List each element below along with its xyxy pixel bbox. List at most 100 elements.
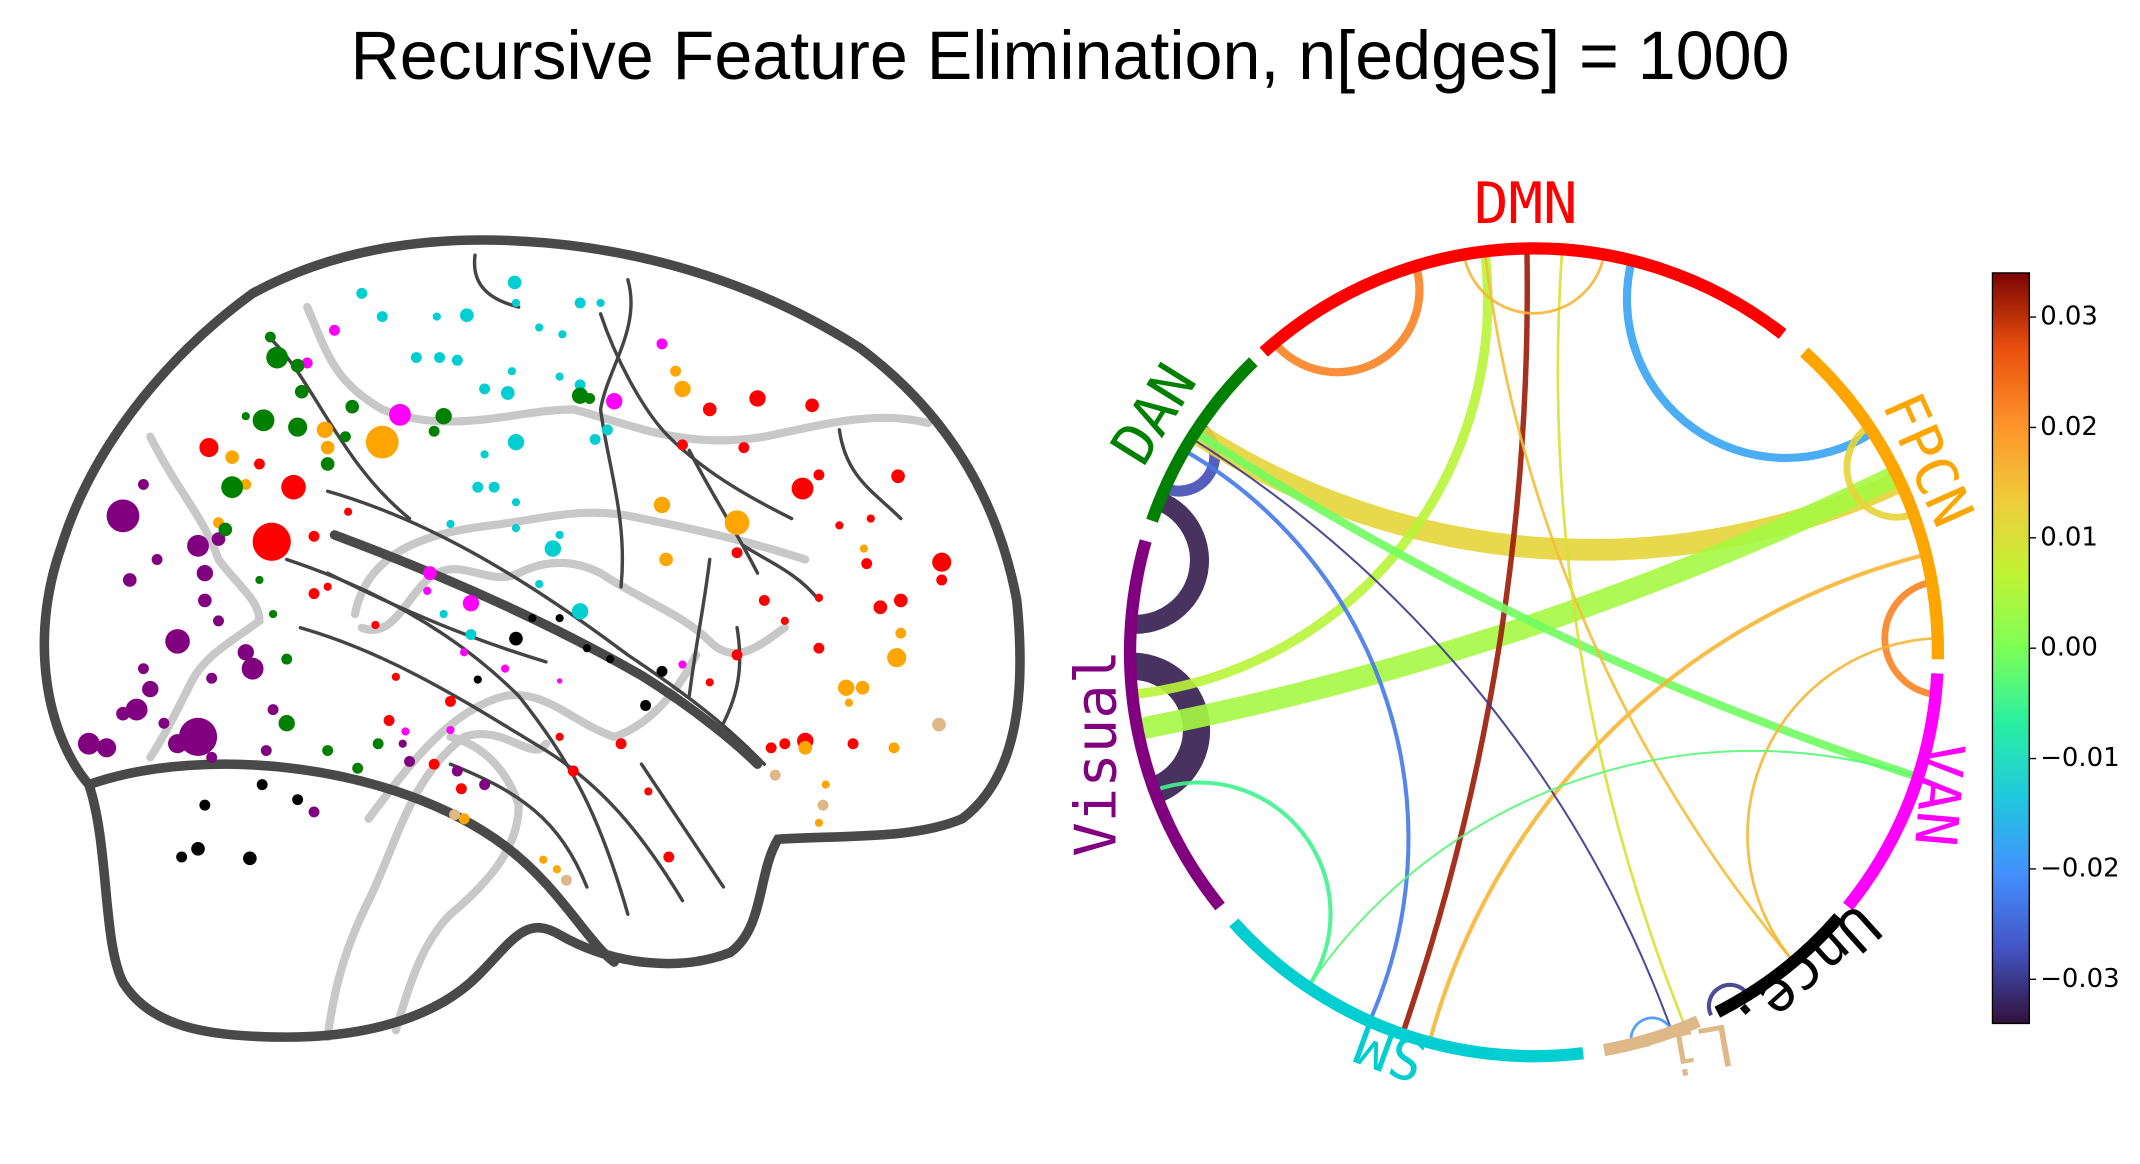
brain-node bbox=[391, 672, 400, 681]
chord-edge bbox=[1135, 465, 1902, 741]
chord-edge bbox=[1190, 437, 1674, 1033]
brain-node bbox=[765, 742, 777, 754]
brain-node bbox=[221, 476, 244, 499]
colorbar-fill bbox=[1991, 272, 2030, 1025]
chord-edge bbox=[1399, 248, 1530, 1036]
network-arc bbox=[1800, 347, 1944, 660]
brain-node bbox=[432, 312, 441, 321]
brain-node bbox=[428, 425, 440, 437]
brain-node bbox=[582, 644, 592, 653]
brain-node bbox=[446, 519, 455, 529]
brain-nodes bbox=[77, 275, 952, 886]
brain-node bbox=[320, 457, 335, 471]
brain-node bbox=[288, 417, 308, 437]
brain-node bbox=[571, 387, 589, 404]
brain-node bbox=[539, 855, 548, 864]
brain-node bbox=[241, 657, 264, 680]
brain-node bbox=[465, 629, 477, 640]
brain-node bbox=[615, 738, 627, 750]
brain-node bbox=[345, 399, 360, 414]
brain-node bbox=[749, 390, 766, 407]
brain-node bbox=[798, 740, 813, 755]
chord-edge bbox=[1307, 749, 1919, 988]
brain-node bbox=[458, 813, 470, 825]
brain-node bbox=[264, 331, 276, 343]
brain-node bbox=[116, 706, 130, 721]
brain-node bbox=[507, 433, 525, 451]
brain-node bbox=[472, 481, 484, 493]
brain-node bbox=[866, 514, 875, 523]
brain-node bbox=[670, 365, 682, 377]
brain-node bbox=[555, 732, 564, 741]
brain-node bbox=[606, 655, 615, 664]
brain-node bbox=[780, 616, 789, 625]
brain-node bbox=[779, 738, 791, 750]
brain-node bbox=[389, 403, 411, 426]
brain-node bbox=[252, 522, 291, 561]
brain-node bbox=[571, 603, 589, 620]
brain-node bbox=[663, 851, 675, 863]
brain-node bbox=[125, 698, 148, 721]
brain-node bbox=[423, 586, 432, 595]
colorbar-tick-label: 0.01 bbox=[2040, 522, 2098, 552]
brain-node bbox=[178, 717, 218, 756]
chord-edge bbox=[1271, 264, 1424, 377]
brain-node bbox=[365, 425, 399, 459]
brain-node bbox=[292, 794, 304, 806]
chord-edge bbox=[1483, 251, 1795, 963]
network-label: VAN bbox=[1901, 740, 1977, 849]
chord-edge bbox=[1746, 636, 1938, 963]
brain-node bbox=[196, 564, 214, 582]
chart-title: Recursive Feature Elimination, n[edges] … bbox=[350, 18, 1789, 94]
brain-node bbox=[451, 354, 463, 366]
brain-node bbox=[137, 478, 149, 490]
brain-node bbox=[323, 582, 332, 591]
brain-node bbox=[601, 424, 613, 436]
brain-node bbox=[511, 298, 521, 308]
brain-node bbox=[137, 663, 149, 675]
brain-node bbox=[511, 498, 521, 507]
brain-node bbox=[187, 534, 209, 557]
network-label: Li. bbox=[1625, 1010, 1739, 1094]
brain-node bbox=[555, 530, 564, 540]
brain-node bbox=[480, 450, 489, 459]
network-label: DMN bbox=[1474, 170, 1578, 237]
brain-node bbox=[738, 442, 750, 454]
brain-glass bbox=[39, 235, 1025, 1042]
brain-node bbox=[410, 352, 422, 363]
brain-node bbox=[555, 372, 564, 381]
brain-node bbox=[256, 779, 268, 791]
brain-node bbox=[191, 841, 205, 856]
chord-edge bbox=[1843, 423, 1915, 521]
brain-node bbox=[376, 311, 388, 323]
brain-node bbox=[574, 379, 586, 391]
brain-node bbox=[932, 717, 946, 732]
brain-node bbox=[535, 323, 544, 332]
brain-node bbox=[106, 499, 140, 533]
chord-edge bbox=[1131, 250, 1493, 700]
brain-node bbox=[260, 745, 272, 756]
brain-node bbox=[479, 779, 491, 791]
brain-node bbox=[596, 298, 605, 308]
chord-edge bbox=[1183, 448, 1411, 1023]
brain-node bbox=[589, 433, 601, 445]
brain-node bbox=[267, 704, 279, 716]
chord-edge bbox=[1622, 259, 1875, 463]
brain-node bbox=[555, 614, 564, 623]
chord-edge bbox=[1881, 578, 1937, 698]
brain-node bbox=[731, 649, 743, 661]
brain-node bbox=[462, 594, 480, 612]
brain-node bbox=[198, 593, 212, 608]
brain-node bbox=[838, 679, 855, 696]
brain-node bbox=[473, 675, 482, 684]
brain-node bbox=[199, 438, 219, 458]
network-arc bbox=[1603, 1015, 1701, 1057]
brain-node bbox=[500, 386, 515, 400]
brain-node bbox=[451, 765, 463, 777]
brain-node bbox=[791, 477, 814, 500]
brain-node bbox=[460, 308, 474, 323]
brain-node bbox=[544, 540, 562, 557]
brain-node bbox=[844, 698, 854, 707]
brain-node bbox=[294, 384, 309, 399]
